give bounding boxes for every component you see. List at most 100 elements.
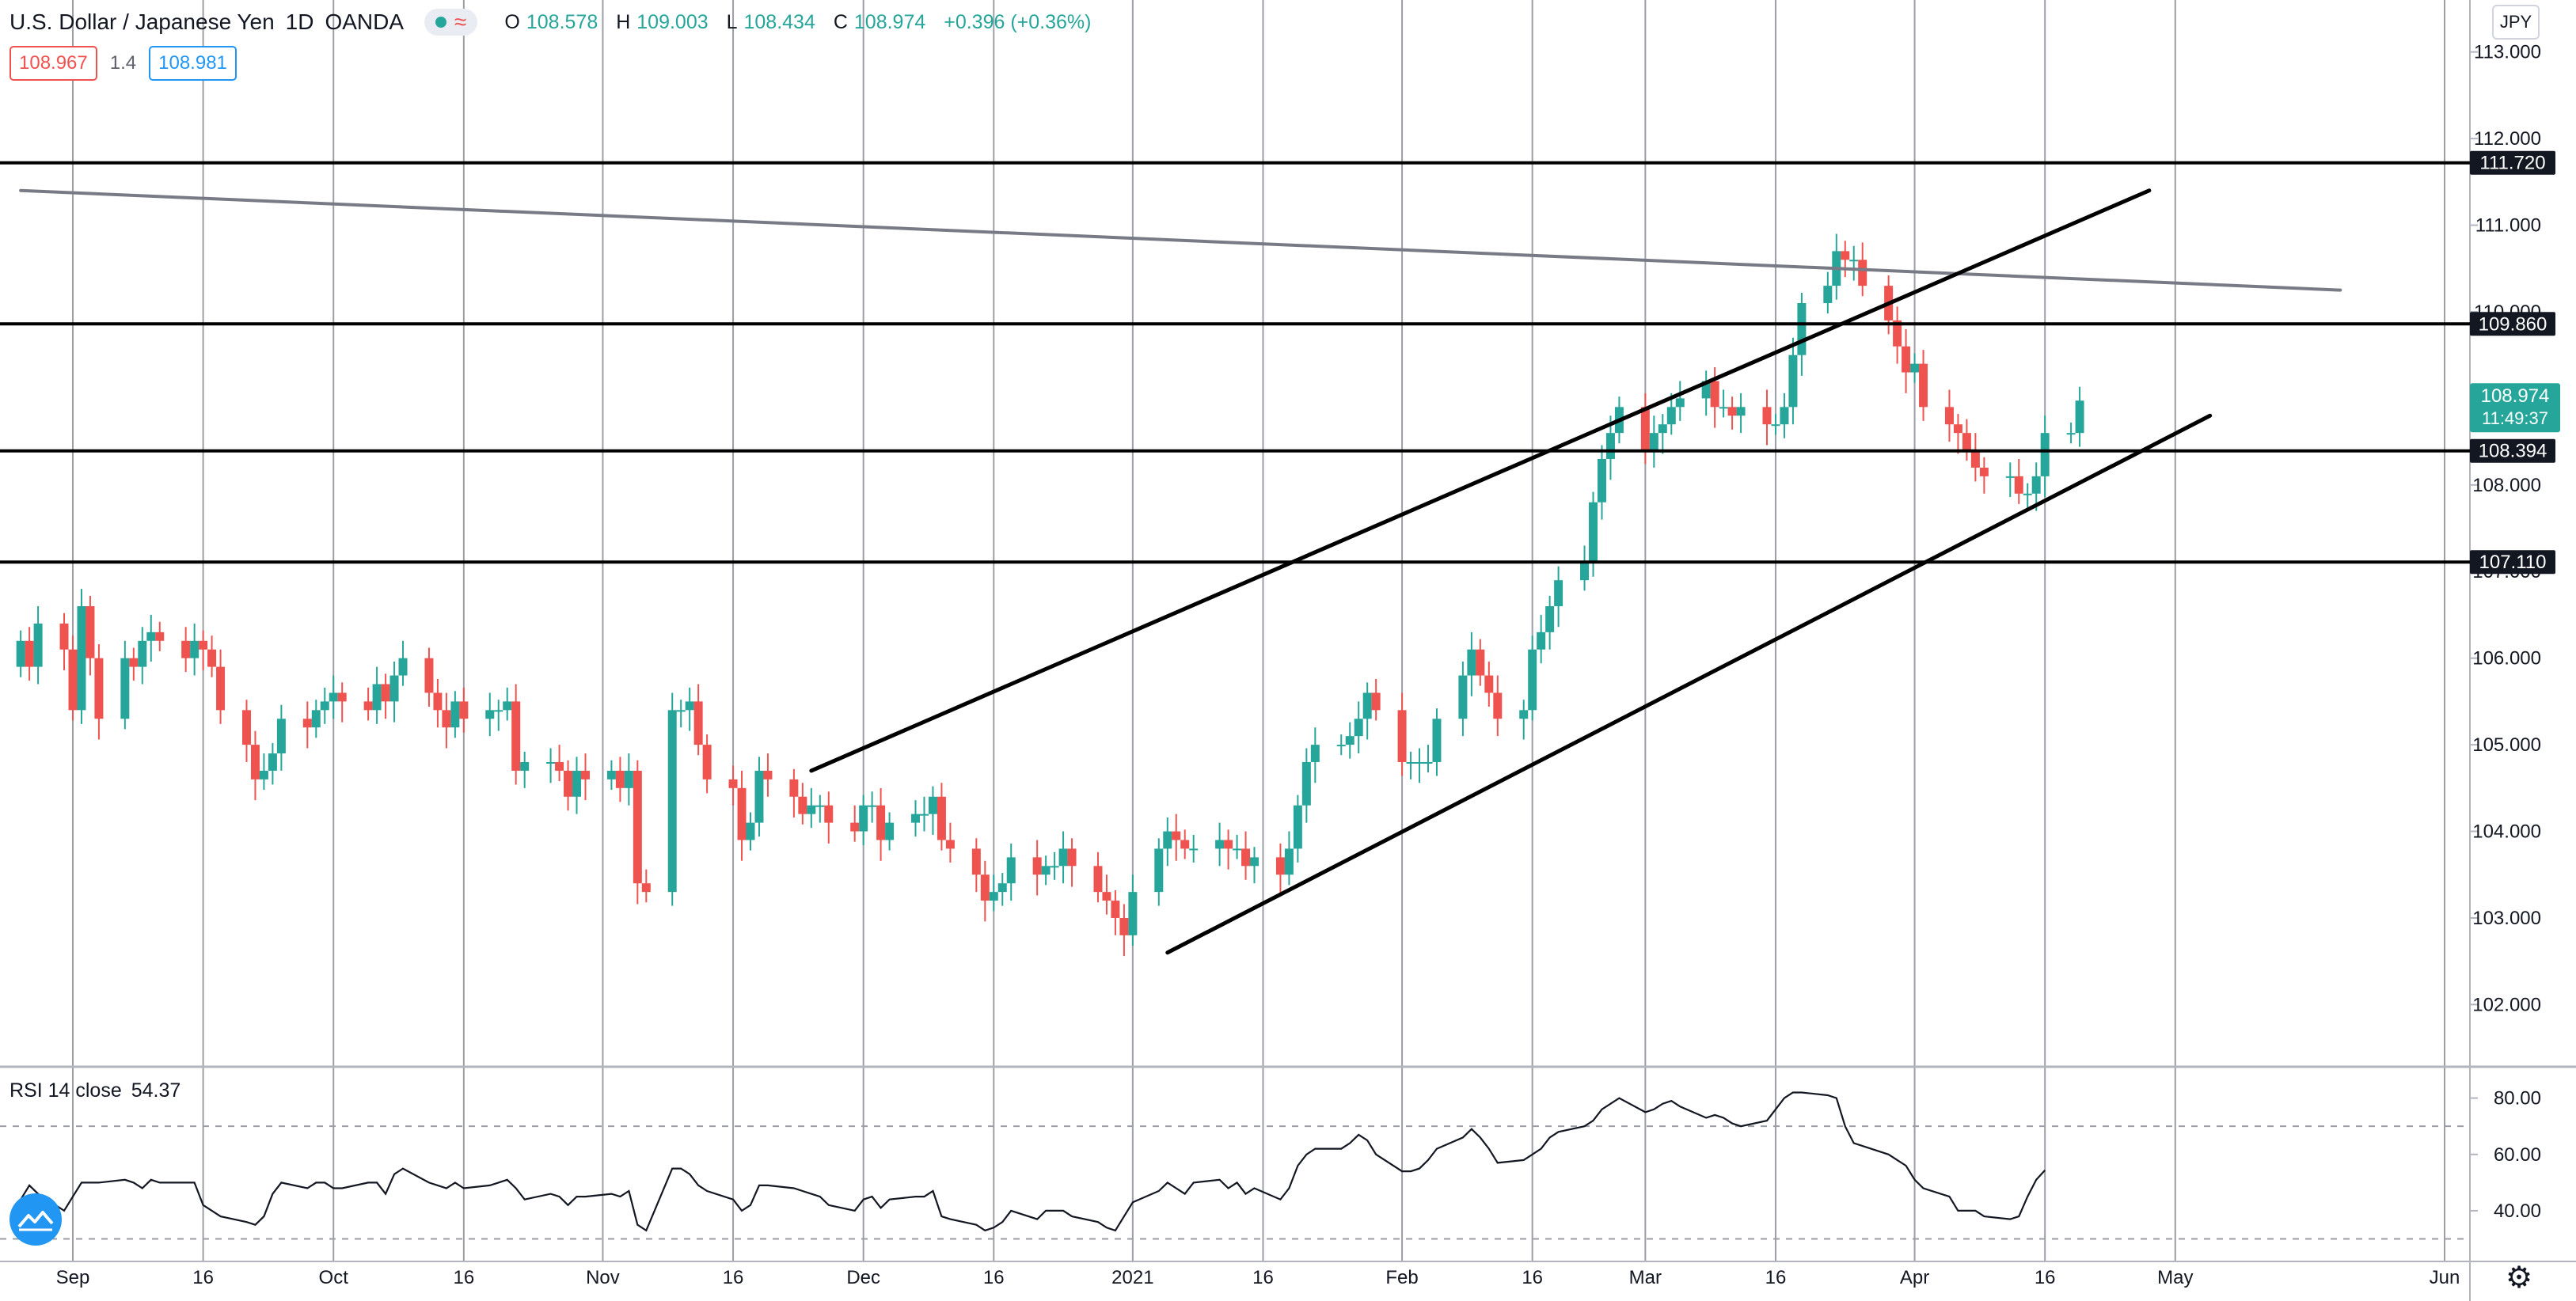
candle bbox=[276, 704, 286, 771]
candle bbox=[381, 673, 390, 719]
candle bbox=[1032, 840, 1042, 896]
candle bbox=[2040, 415, 2050, 498]
candle-body bbox=[1640, 407, 1650, 451]
interval-label[interactable]: 1D bbox=[285, 9, 314, 34]
candle-body bbox=[1215, 840, 1225, 849]
candle bbox=[511, 684, 521, 785]
candle-body bbox=[1275, 857, 1285, 875]
candle bbox=[1093, 852, 1103, 903]
close-value: 108.974 bbox=[853, 10, 926, 33]
open-value: 108.578 bbox=[526, 10, 598, 33]
candle-body bbox=[824, 805, 834, 823]
candle-body bbox=[1519, 710, 1529, 719]
candle-body bbox=[302, 719, 312, 728]
candle-body bbox=[1841, 251, 1850, 260]
candle bbox=[702, 734, 712, 794]
level-label-box bbox=[2470, 550, 2555, 575]
currency-button[interactable]: JPY bbox=[2492, 5, 2540, 40]
candle bbox=[485, 692, 495, 737]
candle bbox=[1458, 662, 1468, 737]
candle-body bbox=[1423, 761, 1433, 764]
candle bbox=[2005, 462, 2015, 498]
candle-body bbox=[624, 770, 633, 788]
candle bbox=[1301, 748, 1311, 823]
candle-body bbox=[199, 640, 208, 650]
candle-body bbox=[485, 710, 495, 719]
candle-body bbox=[181, 640, 191, 658]
time-tick-label: Mar bbox=[1629, 1267, 1662, 1288]
sell-button[interactable]: 108.967 bbox=[9, 46, 97, 81]
candle bbox=[911, 800, 921, 837]
candle-body bbox=[398, 658, 408, 676]
price-tick-label: 108.000 bbox=[2472, 475, 2541, 496]
candle-body bbox=[919, 814, 929, 816]
candle bbox=[1589, 491, 1598, 577]
candle bbox=[1476, 639, 1485, 686]
price-tick-label: 113.000 bbox=[2474, 42, 2541, 63]
candle bbox=[68, 635, 78, 721]
candle bbox=[555, 745, 564, 782]
candle-body bbox=[737, 787, 747, 840]
level-label-box bbox=[2470, 150, 2555, 175]
candle-body bbox=[1597, 458, 1606, 503]
candle bbox=[850, 805, 860, 842]
rsi-title[interactable]: RSI 14 close bbox=[9, 1079, 122, 1102]
level-label-text: 107.110 bbox=[2479, 552, 2547, 573]
candle bbox=[1727, 396, 1737, 430]
price-tick-label: 104.000 bbox=[2472, 821, 2541, 843]
candle-body bbox=[216, 666, 226, 711]
countdown-text: 11:49:37 bbox=[2482, 408, 2548, 428]
candle-body bbox=[763, 770, 773, 779]
candle-body bbox=[1163, 831, 1172, 849]
candle-body bbox=[1710, 381, 1719, 408]
candle bbox=[433, 678, 443, 728]
candle bbox=[1415, 748, 1424, 783]
candle-body bbox=[59, 623, 69, 650]
candle bbox=[1172, 814, 1181, 861]
candle-body bbox=[433, 692, 443, 711]
buy-button[interactable]: 108.981 bbox=[149, 46, 237, 81]
candle bbox=[919, 796, 929, 832]
candle bbox=[1128, 874, 1138, 946]
price-tick-label: 102.000 bbox=[2472, 994, 2541, 1015]
candle bbox=[302, 701, 312, 749]
visibility-toggle[interactable]: ≈ bbox=[424, 9, 478, 36]
candle-body bbox=[1310, 745, 1320, 762]
spread-value: 1.4 bbox=[109, 52, 137, 74]
candle bbox=[520, 751, 530, 788]
candle-body bbox=[1727, 407, 1737, 416]
candle-body bbox=[911, 814, 921, 823]
candle bbox=[1467, 632, 1476, 696]
candle-body bbox=[676, 710, 686, 712]
candle bbox=[754, 757, 764, 837]
candle-body bbox=[1119, 917, 1129, 935]
symbol-name[interactable]: U.S. Dollar / Japanese Yen bbox=[9, 9, 275, 34]
candle bbox=[1163, 817, 1172, 867]
candle bbox=[798, 783, 807, 825]
time-tick-label: Jun bbox=[2430, 1267, 2460, 1288]
rsi-tick-label: 80.00 bbox=[2494, 1088, 2541, 1109]
candle-body bbox=[1893, 320, 1902, 347]
candle bbox=[1119, 904, 1129, 957]
tradingview-logo-icon[interactable] bbox=[9, 1193, 62, 1246]
candle-body bbox=[520, 761, 530, 771]
candle-body bbox=[1675, 398, 1685, 408]
candle bbox=[146, 614, 156, 662]
candle-body bbox=[389, 675, 399, 702]
candle-body bbox=[2014, 476, 2023, 494]
candle bbox=[207, 635, 217, 677]
candle-body bbox=[615, 770, 625, 788]
status-dot-icon bbox=[435, 17, 447, 28]
candle bbox=[1944, 389, 1954, 442]
candle bbox=[1362, 682, 1372, 740]
candle-body bbox=[241, 710, 251, 745]
candle bbox=[311, 700, 321, 738]
candle bbox=[1545, 595, 1555, 650]
candle bbox=[1893, 306, 1902, 364]
candle bbox=[424, 647, 434, 707]
time-tick-label: Dec bbox=[846, 1267, 880, 1288]
candle-body bbox=[1537, 632, 1546, 650]
candle bbox=[190, 623, 199, 676]
gear-icon[interactable]: ⚙ bbox=[2505, 1261, 2533, 1295]
